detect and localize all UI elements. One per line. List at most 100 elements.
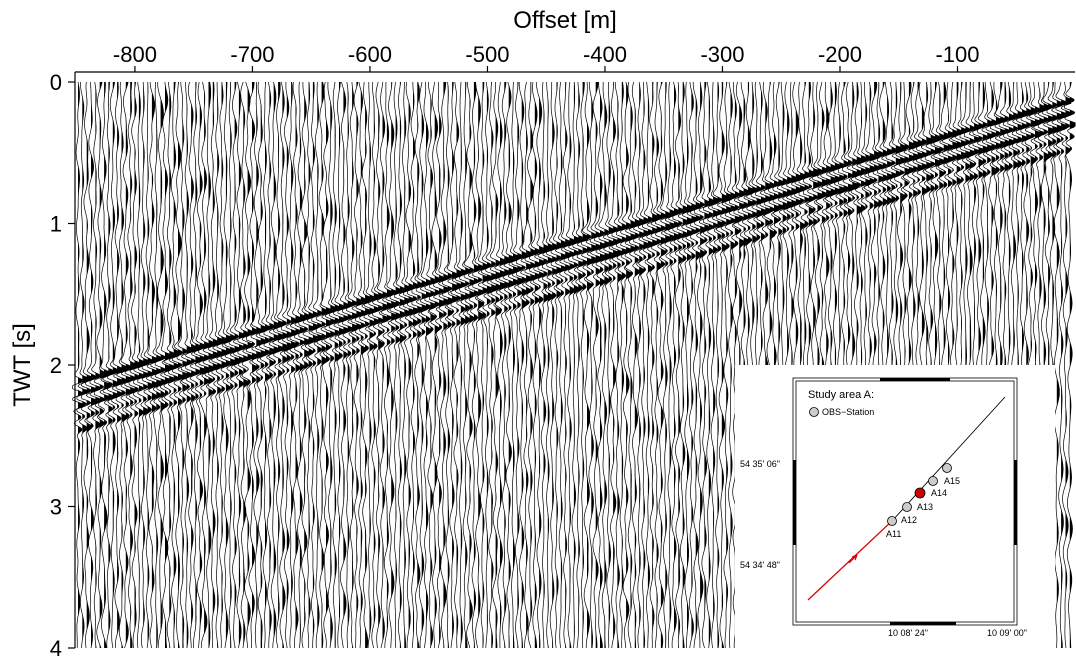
direction-arrow — [848, 554, 858, 564]
trace-fill — [826, 82, 832, 648]
trace — [172, 81, 184, 649]
x-tick-label: -400 — [583, 42, 627, 67]
trace — [446, 81, 458, 649]
trace-fill — [173, 82, 180, 648]
trace — [281, 82, 293, 649]
trace — [298, 82, 310, 649]
station-label: A13 — [917, 502, 933, 512]
trace — [620, 81, 632, 649]
trace — [198, 81, 210, 648]
trace — [664, 81, 676, 649]
trace-fill — [726, 82, 732, 648]
trace — [72, 81, 84, 648]
trace-fill — [104, 82, 110, 648]
trace-fill — [1000, 82, 1006, 648]
trace — [324, 81, 337, 649]
trace — [598, 82, 611, 648]
trace — [433, 81, 445, 649]
trace — [285, 81, 297, 649]
trace — [550, 82, 563, 649]
trace-fill — [482, 82, 488, 648]
legend-label: OBS−Station — [822, 407, 874, 417]
trace-fill — [569, 82, 575, 648]
trace — [716, 81, 728, 649]
trace — [394, 81, 406, 649]
trace — [250, 82, 263, 649]
trace-fill — [386, 82, 393, 648]
trace-fill — [334, 82, 341, 648]
trace — [455, 81, 467, 649]
trace — [207, 81, 219, 649]
trace-fill — [178, 82, 184, 648]
trace — [602, 81, 615, 648]
trace-fill — [434, 82, 441, 648]
trace — [463, 82, 476, 649]
trace-fill — [634, 82, 641, 648]
axes: Offset [m] TWT [s] -800 -700 -600 -500 -400 -… — [9, 7, 1075, 657]
x-axis-title: Offset [m] — [513, 7, 617, 34]
trace — [720, 81, 732, 649]
y-tick-label: 1 — [50, 212, 62, 237]
trace-fill — [286, 82, 293, 648]
trace-fill — [808, 82, 815, 648]
trace — [507, 81, 519, 648]
trace — [272, 81, 284, 649]
trace — [681, 81, 693, 648]
trace — [146, 81, 158, 649]
trace-fill — [739, 82, 745, 648]
trace — [224, 82, 237, 648]
frame-bar — [880, 378, 950, 381]
trace-fill — [500, 82, 506, 648]
trace — [1059, 81, 1072, 649]
trace — [350, 81, 363, 649]
trace-fill — [704, 82, 710, 648]
trace-fill — [426, 82, 432, 648]
trace — [572, 81, 585, 649]
x-tick-label: -500 — [465, 42, 509, 67]
trace — [268, 81, 280, 648]
trace — [711, 81, 724, 649]
trace — [385, 82, 397, 648]
trace-fill — [526, 82, 532, 648]
trace — [1064, 81, 1076, 648]
trace — [646, 81, 658, 649]
trace-fill — [878, 82, 884, 648]
trace-fill — [478, 82, 484, 648]
trace — [537, 81, 550, 649]
trace — [333, 81, 345, 649]
trace-fill — [926, 82, 932, 648]
inset-background — [735, 365, 1055, 655]
trace-fill — [813, 82, 819, 648]
trace — [307, 81, 319, 648]
trace — [468, 81, 480, 648]
trace — [668, 81, 680, 648]
trace-fill — [734, 82, 741, 648]
trace — [115, 81, 128, 649]
trace-fill — [761, 82, 767, 648]
trace — [698, 82, 711, 649]
trace — [450, 81, 463, 649]
trace-fill — [891, 82, 897, 648]
trace — [1055, 81, 1067, 648]
trace — [576, 82, 589, 648]
trace — [315, 81, 328, 649]
trace — [289, 81, 302, 648]
trace-fill — [212, 82, 219, 648]
trace-fill — [238, 82, 245, 648]
frame-bar — [793, 460, 796, 545]
trace — [381, 82, 393, 649]
trace — [672, 81, 685, 649]
lon-label: 10 09' 00" — [987, 628, 1027, 638]
trace — [472, 81, 485, 649]
trace-fill — [674, 82, 680, 648]
trace — [546, 82, 558, 648]
trace-fill — [282, 82, 288, 648]
trace — [89, 81, 102, 649]
trace-fill — [138, 82, 145, 648]
trace-fill — [308, 82, 314, 648]
trace-fill — [217, 82, 223, 648]
trace — [607, 81, 619, 649]
trace-fill — [117, 82, 123, 648]
trace — [533, 82, 545, 648]
